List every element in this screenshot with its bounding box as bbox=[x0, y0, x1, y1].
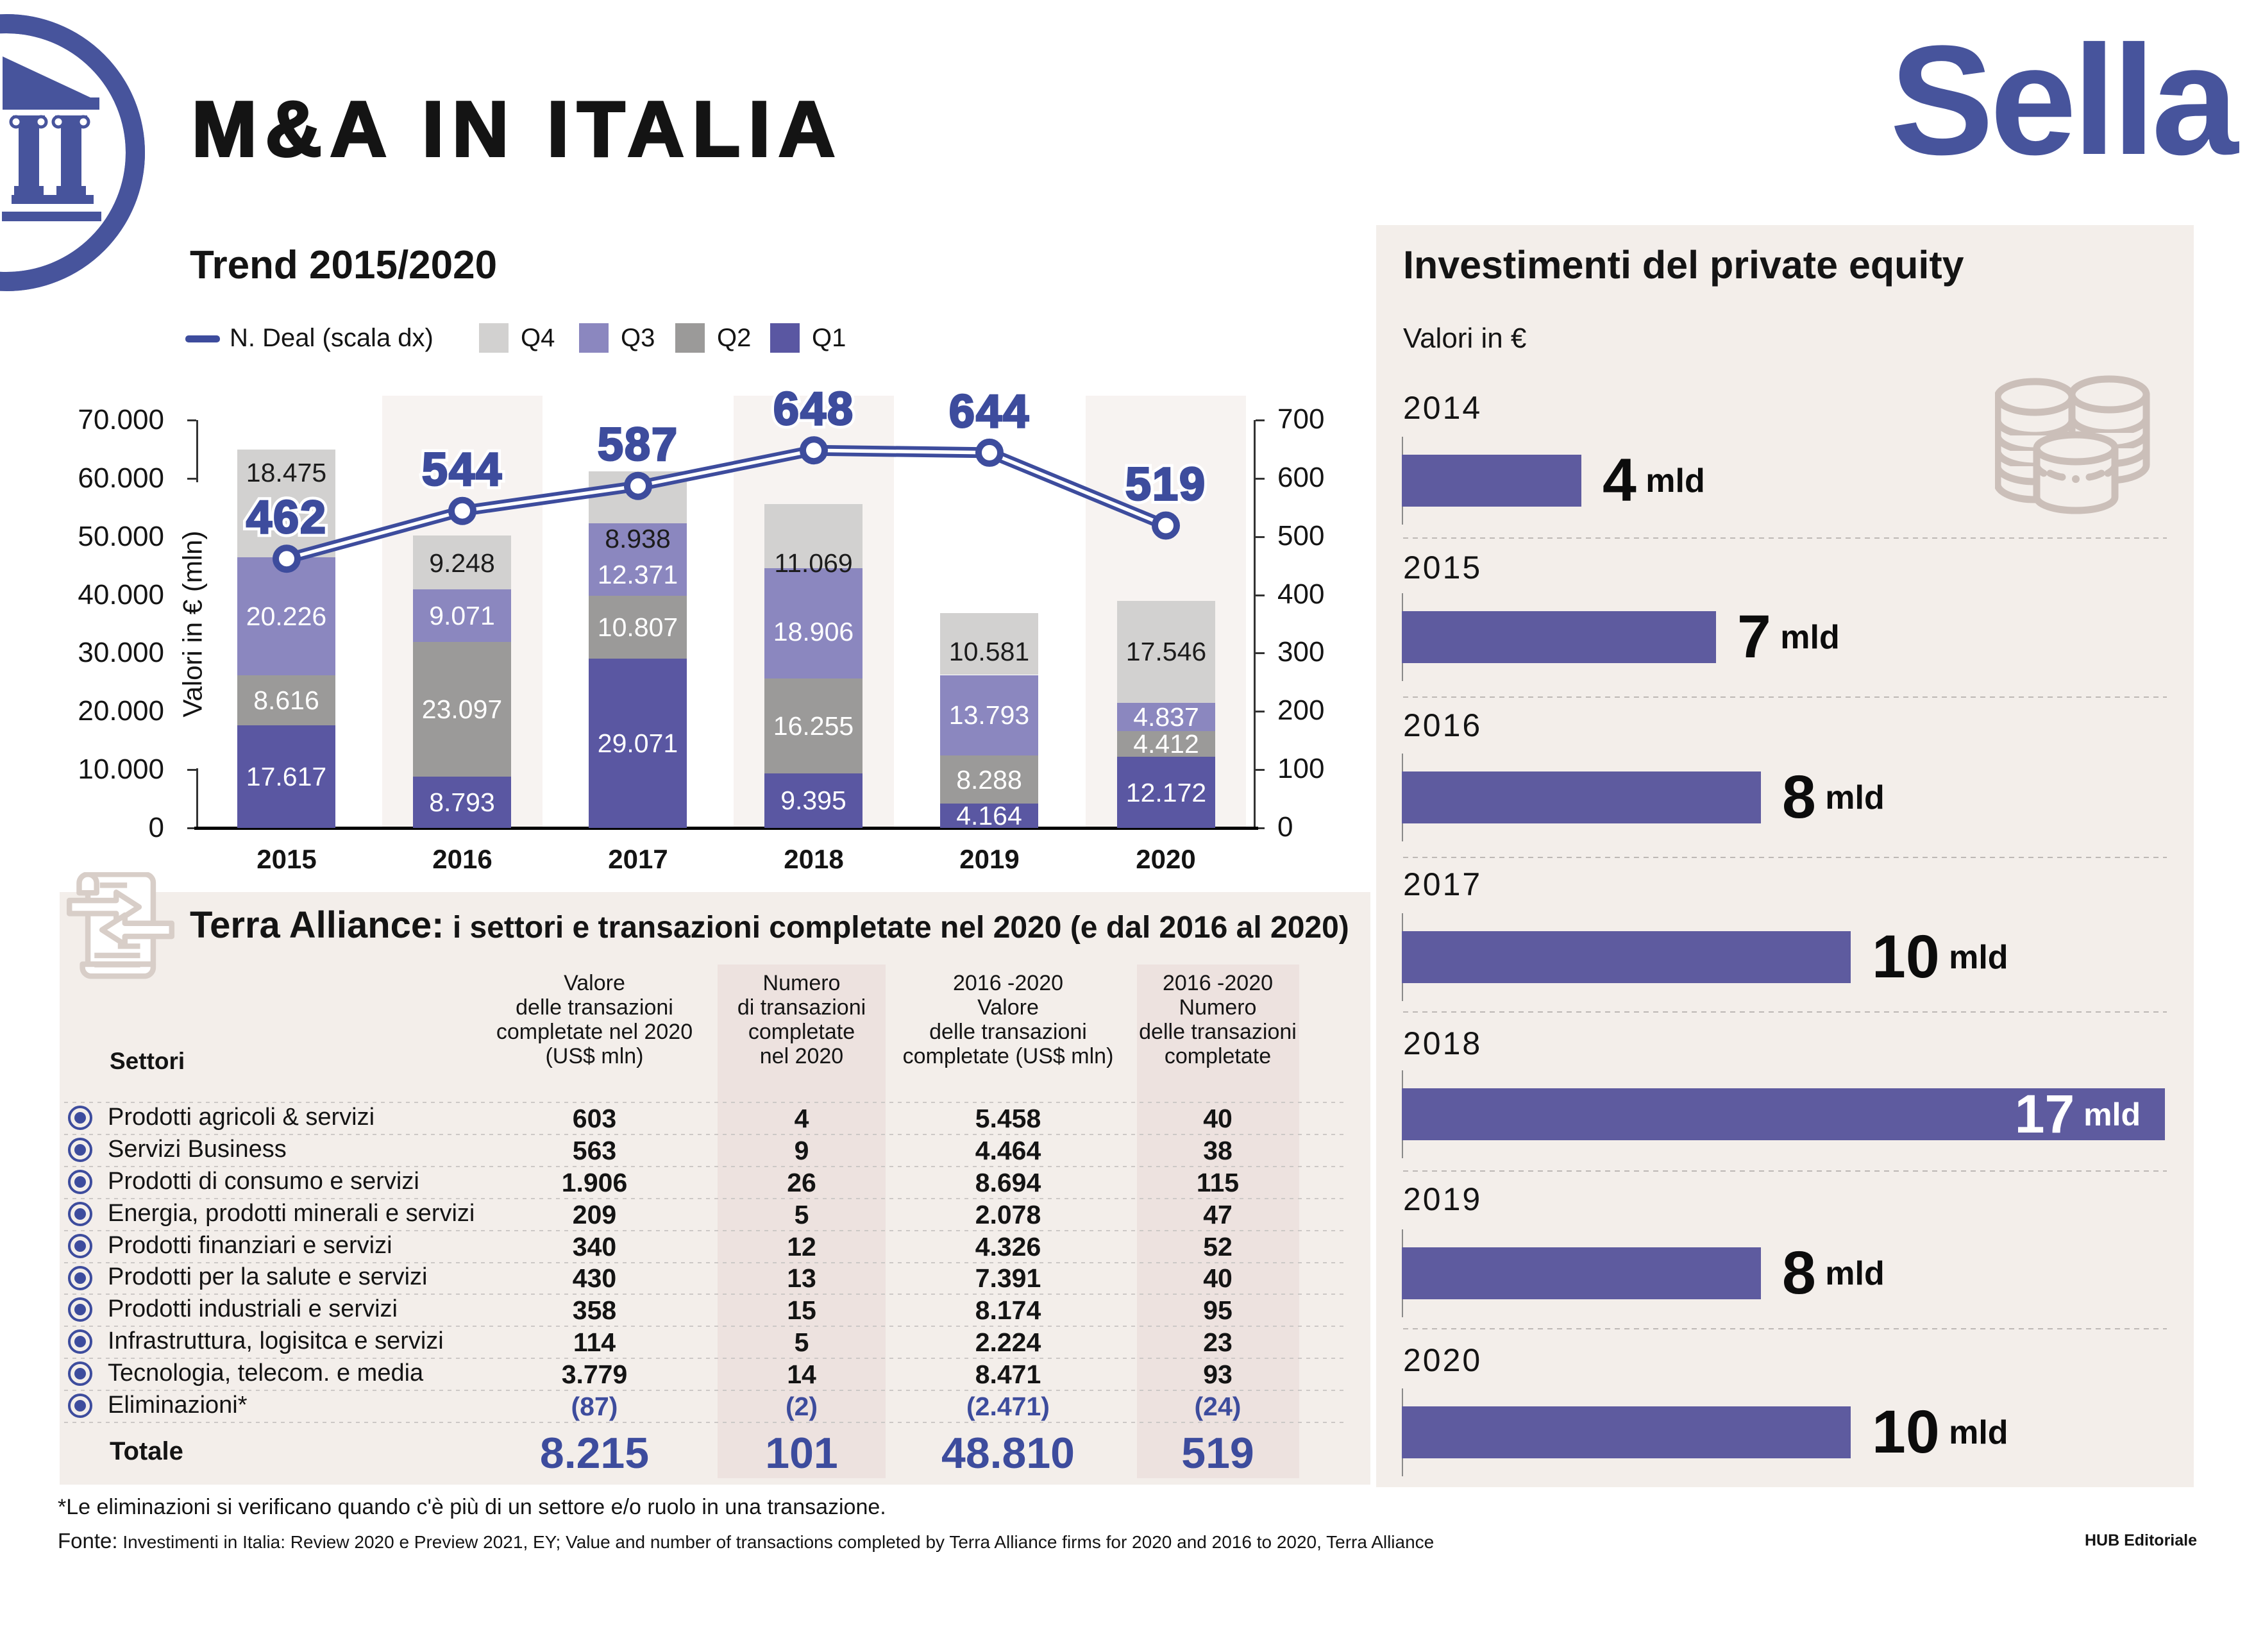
svg-text:648: 648 bbox=[773, 384, 854, 435]
svg-text:462: 462 bbox=[246, 492, 327, 543]
svg-text:644: 644 bbox=[949, 386, 1030, 437]
svg-text:587: 587 bbox=[598, 419, 678, 471]
svg-text:544: 544 bbox=[422, 444, 503, 496]
svg-text:462: 462 bbox=[246, 492, 327, 543]
svg-text:519: 519 bbox=[1125, 459, 1206, 510]
svg-text:648: 648 bbox=[773, 384, 854, 435]
svg-text:519: 519 bbox=[1125, 459, 1206, 510]
svg-text:544: 544 bbox=[422, 444, 503, 496]
svg-text:587: 587 bbox=[598, 419, 678, 471]
svg-text:644: 644 bbox=[949, 386, 1030, 437]
